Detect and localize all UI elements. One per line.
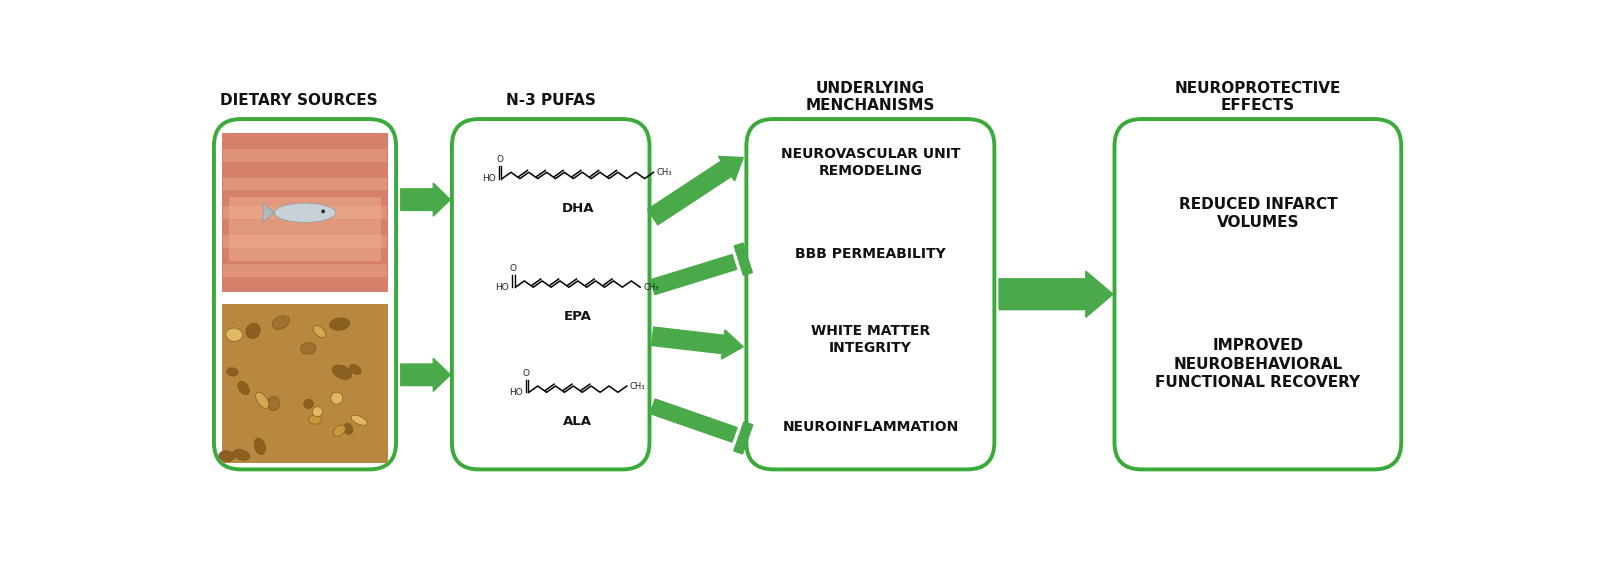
- FancyBboxPatch shape: [1115, 119, 1402, 469]
- FancyBboxPatch shape: [746, 119, 994, 469]
- Polygon shape: [734, 422, 752, 454]
- Text: EPA: EPA: [563, 310, 592, 323]
- Text: CH₃: CH₃: [643, 283, 659, 292]
- Ellipse shape: [238, 381, 250, 395]
- FancyBboxPatch shape: [451, 119, 650, 469]
- Polygon shape: [262, 203, 274, 223]
- Text: O: O: [509, 263, 517, 273]
- Text: HO: HO: [509, 388, 523, 397]
- Ellipse shape: [331, 392, 342, 404]
- Ellipse shape: [309, 415, 322, 424]
- Polygon shape: [650, 255, 736, 294]
- Text: ALA: ALA: [563, 415, 592, 428]
- Bar: [224, 178, 387, 190]
- Text: O: O: [523, 369, 530, 378]
- Polygon shape: [734, 243, 752, 275]
- Text: HO: HO: [482, 174, 496, 183]
- Ellipse shape: [246, 323, 261, 339]
- Text: WHITE MATTER
INTEGRITY: WHITE MATTER INTEGRITY: [811, 324, 930, 355]
- FancyBboxPatch shape: [214, 119, 397, 469]
- Ellipse shape: [349, 365, 362, 374]
- Ellipse shape: [227, 368, 238, 376]
- Ellipse shape: [312, 407, 323, 417]
- Text: UNDERLYING: UNDERLYING: [816, 81, 925, 96]
- Ellipse shape: [333, 365, 352, 380]
- Text: EFFECTS: EFFECTS: [1221, 98, 1294, 113]
- Ellipse shape: [254, 438, 266, 455]
- Text: NEUROPROTECTIVE: NEUROPROTECTIVE: [1174, 81, 1341, 96]
- Text: IMPROVED
NEUROBEHAVIORAL
FUNCTIONAL RECOVERY: IMPROVED NEUROBEHAVIORAL FUNCTIONAL RECO…: [1155, 338, 1360, 390]
- Text: CH₃: CH₃: [630, 381, 645, 390]
- FancyArrow shape: [400, 183, 450, 216]
- Ellipse shape: [314, 325, 326, 338]
- Text: MENCHANISMS: MENCHANISMS: [806, 98, 934, 113]
- Ellipse shape: [267, 396, 280, 411]
- Text: DIETARY SOURCES: DIETARY SOURCES: [221, 93, 378, 108]
- Bar: [224, 149, 387, 162]
- Ellipse shape: [256, 392, 269, 408]
- Circle shape: [322, 209, 325, 213]
- FancyArrow shape: [400, 358, 450, 392]
- Polygon shape: [650, 399, 738, 442]
- Text: NEUROINFLAMMATION: NEUROINFLAMMATION: [782, 420, 958, 434]
- Ellipse shape: [304, 399, 314, 409]
- FancyArrow shape: [651, 327, 744, 359]
- Bar: [224, 235, 387, 248]
- Ellipse shape: [301, 343, 315, 354]
- Ellipse shape: [272, 316, 290, 329]
- Text: HO: HO: [496, 283, 509, 292]
- Text: DHA: DHA: [562, 202, 594, 214]
- Ellipse shape: [234, 450, 250, 461]
- Text: REDUCED INFARCT
VOLUMES: REDUCED INFARCT VOLUMES: [1179, 197, 1338, 231]
- Ellipse shape: [350, 415, 366, 426]
- Text: BBB PERMEABILITY: BBB PERMEABILITY: [795, 247, 946, 261]
- Text: O: O: [496, 155, 504, 164]
- Ellipse shape: [226, 328, 243, 341]
- Bar: [222, 133, 389, 293]
- Text: NEUROVASCULAR UNIT
REMODELING: NEUROVASCULAR UNIT REMODELING: [781, 147, 960, 178]
- Ellipse shape: [274, 203, 336, 223]
- FancyArrow shape: [648, 156, 744, 225]
- Ellipse shape: [330, 318, 350, 331]
- Ellipse shape: [333, 425, 346, 436]
- Ellipse shape: [344, 423, 354, 435]
- Text: CH₃: CH₃: [656, 168, 672, 177]
- Bar: [229, 197, 381, 260]
- Text: N-3 PUFAS: N-3 PUFAS: [506, 93, 595, 108]
- Bar: [224, 206, 387, 219]
- Bar: [224, 264, 387, 277]
- Bar: [222, 304, 389, 463]
- Ellipse shape: [219, 451, 235, 462]
- FancyArrow shape: [998, 271, 1114, 317]
